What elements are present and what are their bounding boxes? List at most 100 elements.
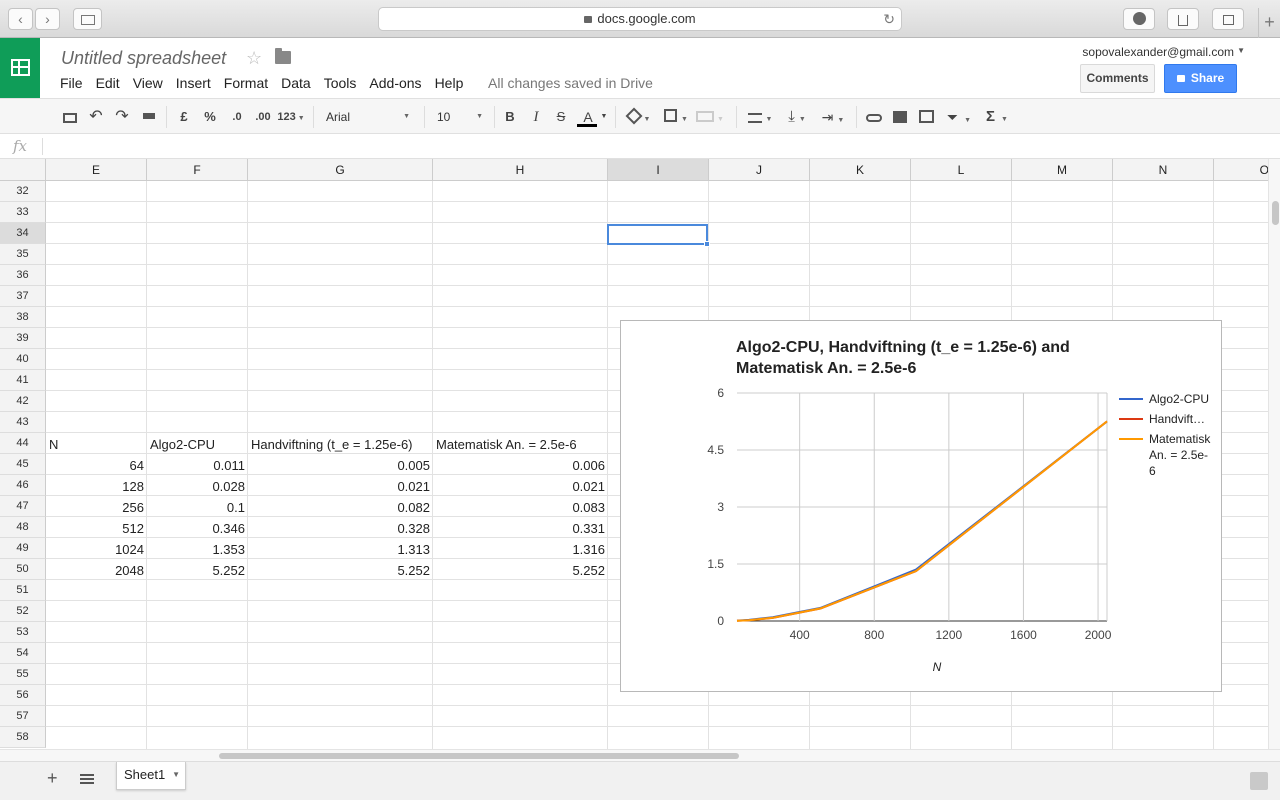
row-header[interactable]: 43 <box>0 412 46 433</box>
functions-button[interactable]: Σ ▼ <box>982 107 1012 127</box>
cell-g44[interactable]: Handviftning (t_e = 1.25e-6) <box>251 437 413 452</box>
redo-button[interactable]: ↷ <box>113 107 131 127</box>
row-header[interactable]: 39 <box>0 328 46 349</box>
menu-insert[interactable]: Insert <box>175 75 211 91</box>
select-all-corner[interactable] <box>0 159 46 181</box>
table-cell[interactable]: 5.252 <box>397 563 430 578</box>
more-formats-button[interactable]: 123 ▼ <box>276 107 306 127</box>
row-header[interactable]: 38 <box>0 307 46 328</box>
star-icon[interactable]: ☆ <box>246 48 263 68</box>
table-cell[interactable]: 1.316 <box>572 542 605 557</box>
folder-icon[interactable] <box>275 48 291 64</box>
column-header-o[interactable]: O <box>1214 159 1268 181</box>
account-email[interactable]: sopovalexander@gmail.com <box>1082 45 1234 59</box>
table-cell[interactable]: 0.083 <box>572 500 605 515</box>
increase-decimal-button[interactable]: .00 <box>255 111 271 123</box>
menu-view[interactable]: View <box>132 75 163 91</box>
share-page-button[interactable] <box>1167 8 1199 30</box>
row-header[interactable]: 49 <box>0 538 46 559</box>
table-cell[interactable]: 0.328 <box>397 521 430 536</box>
undo-button[interactable]: ↶ <box>87 107 105 127</box>
row-header[interactable]: 56 <box>0 685 46 706</box>
all-sheets-button[interactable] <box>80 774 94 784</box>
explore-icon[interactable] <box>1250 772 1268 790</box>
forward-button[interactable]: › <box>35 8 60 30</box>
vertical-scrollbar[interactable] <box>1268 159 1280 749</box>
insert-comment-button[interactable] <box>891 107 909 127</box>
column-header-g[interactable]: G <box>248 159 433 181</box>
table-cell[interactable]: 1.353 <box>212 542 245 557</box>
menu-help[interactable]: Help <box>434 75 464 91</box>
column-header-m[interactable]: M <box>1012 159 1113 181</box>
chart-title[interactable]: Algo2-CPU, Handviftning (t_e = 1.25e-6) … <box>736 337 1096 379</box>
table-cell[interactable]: 2048 <box>115 563 144 578</box>
font-family-select[interactable]: Arial ▼ <box>322 107 414 127</box>
chart[interactable]: Algo2-CPU, Handviftning (t_e = 1.25e-6) … <box>620 320 1222 692</box>
table-cell[interactable]: 128 <box>122 479 144 494</box>
column-header-k[interactable]: K <box>810 159 911 181</box>
table-cell[interactable]: 0.021 <box>397 479 430 494</box>
caret-down-icon[interactable]: ▼ <box>1237 46 1245 55</box>
sidebar-toggle-button[interactable] <box>73 8 102 30</box>
table-cell[interactable]: 5.252 <box>572 563 605 578</box>
row-header[interactable]: 54 <box>0 643 46 664</box>
row-header[interactable]: 57 <box>0 706 46 727</box>
tabs-overview-button[interactable] <box>1212 8 1244 30</box>
fill-handle[interactable] <box>704 241 710 247</box>
column-header-e[interactable]: E <box>46 159 147 181</box>
table-cell[interactable]: 256 <box>122 500 144 515</box>
row-header[interactable]: 33 <box>0 202 46 223</box>
row-header[interactable]: 42 <box>0 391 46 412</box>
menu-tools[interactable]: Tools <box>323 75 357 91</box>
row-header[interactable]: 52 <box>0 601 46 622</box>
paint-format-button[interactable] <box>140 107 158 127</box>
menu-format[interactable]: Format <box>223 75 269 91</box>
row-header[interactable]: 35 <box>0 244 46 265</box>
address-bar[interactable]: docs.google.com ↻ <box>378 7 902 31</box>
row-header[interactable]: 36 <box>0 265 46 286</box>
column-header-f[interactable]: F <box>147 159 248 181</box>
save-status[interactable]: All changes saved in Drive <box>488 75 653 91</box>
row-header[interactable]: 45 <box>0 454 46 475</box>
share-button[interactable]: Share <box>1164 64 1237 93</box>
row-header[interactable]: 44 <box>0 433 46 454</box>
table-cell[interactable]: 0.021 <box>572 479 605 494</box>
horizontal-scroll-thumb[interactable] <box>219 753 739 759</box>
table-cell[interactable]: 0.331 <box>572 521 605 536</box>
menu-addons[interactable]: Add-ons <box>369 75 422 91</box>
insert-link-button[interactable] <box>864 107 884 127</box>
row-header[interactable]: 47 <box>0 496 46 517</box>
legend-item[interactable]: Algo2-CPU <box>1119 391 1219 407</box>
table-cell[interactable]: 5.252 <box>212 563 245 578</box>
table-cell[interactable]: 0.005 <box>397 458 430 473</box>
row-header[interactable]: 34 <box>0 223 46 244</box>
row-header[interactable]: 32 <box>0 181 46 202</box>
horizontal-scrollbar[interactable] <box>0 749 1280 761</box>
font-size-select[interactable]: 10 ▼ <box>433 107 487 127</box>
sheet-tab-sheet1[interactable]: Sheet1 ▼ <box>116 762 186 790</box>
table-cell[interactable]: 64 <box>129 458 144 473</box>
row-header[interactable]: 55 <box>0 664 46 685</box>
vertical-scroll-thumb[interactable] <box>1272 201 1279 225</box>
back-button[interactable]: ‹ <box>8 8 33 30</box>
italic-button[interactable]: I <box>533 109 539 125</box>
menu-edit[interactable]: Edit <box>95 75 120 91</box>
row-header[interactable]: 37 <box>0 286 46 307</box>
reload-icon[interactable]: ↻ <box>883 11 895 27</box>
print-button[interactable] <box>61 107 79 127</box>
table-cell[interactable]: 1.313 <box>397 542 430 557</box>
currency-button[interactable]: £ <box>180 109 188 124</box>
column-header-i[interactable]: I <box>608 159 709 181</box>
merge-cells-button[interactable]: ▼ <box>694 107 726 127</box>
menu-data[interactable]: Data <box>281 75 311 91</box>
row-header[interactable]: 53 <box>0 622 46 643</box>
downloads-button[interactable] <box>1123 8 1155 30</box>
caret-down-icon[interactable]: ▼ <box>172 770 180 779</box>
cell-f44[interactable]: Algo2-CPU <box>150 437 216 452</box>
text-color-button[interactable]: A <box>577 107 599 127</box>
row-header[interactable]: 41 <box>0 370 46 391</box>
column-header-l[interactable]: L <box>911 159 1012 181</box>
legend-item[interactable]: Handvift… <box>1119 411 1219 427</box>
table-cell[interactable]: 0.082 <box>397 500 430 515</box>
vertical-align-button[interactable]: ⤓ ▼ <box>781 107 813 127</box>
